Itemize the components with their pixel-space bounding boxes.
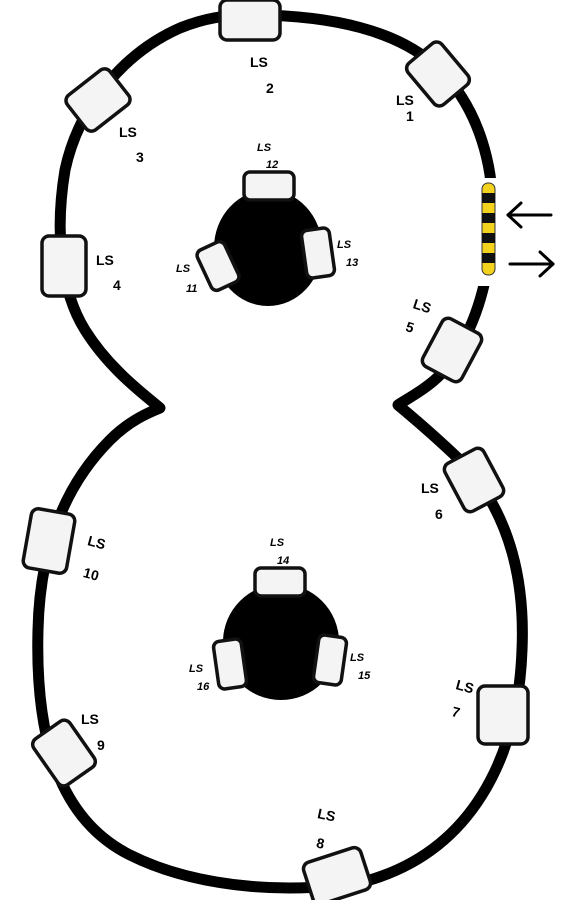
- svg-text:LS: LS: [350, 652, 365, 664]
- sensor-2-box: [218, 0, 282, 42]
- svg-text:10: 10: [82, 564, 101, 584]
- svg-text:15: 15: [358, 670, 371, 682]
- svg-text:1: 1: [406, 108, 414, 124]
- arrow-right-icon: [508, 250, 555, 278]
- svg-text:LS: LS: [421, 480, 439, 496]
- sensor-9-box: [30, 718, 98, 788]
- lower-island: [223, 584, 339, 700]
- sensor-8-label: LS 8: [315, 805, 337, 852]
- sensor-1-label: LS 1: [396, 92, 414, 124]
- arrow-left-icon: [506, 201, 553, 229]
- svg-text:2: 2: [266, 80, 274, 96]
- svg-text:14: 14: [277, 555, 289, 567]
- sensor-2-label: LS 2: [250, 54, 274, 96]
- svg-text:LS: LS: [396, 92, 414, 108]
- sensor-7-label: LS 7: [450, 676, 476, 721]
- sensor-5-box: [420, 316, 484, 384]
- sensor-4-box: [40, 234, 88, 298]
- svg-text:LS: LS: [81, 711, 99, 727]
- sensor-5-label: LS 5: [404, 295, 433, 336]
- sensor-9-label: LS 9: [81, 711, 105, 753]
- sensor-11-label: LS 11: [176, 263, 197, 295]
- svg-text:4: 4: [113, 277, 121, 293]
- svg-text:12: 12: [266, 159, 278, 171]
- svg-text:LS: LS: [454, 676, 475, 696]
- sensor-13-label: LS 13: [337, 239, 358, 269]
- svg-text:LS: LS: [96, 252, 114, 268]
- svg-text:LS: LS: [189, 663, 204, 675]
- svg-text:LS: LS: [119, 124, 137, 140]
- upper-island: [214, 190, 322, 306]
- svg-text:6: 6: [435, 506, 443, 522]
- sensor-4-label: LS 4: [96, 252, 121, 293]
- svg-text:LS: LS: [270, 537, 285, 549]
- svg-text:16: 16: [197, 681, 210, 693]
- sensor-3-label: LS 3: [119, 124, 144, 165]
- sensor-12-box: [242, 170, 296, 202]
- svg-text:LS: LS: [250, 54, 268, 70]
- sensor-10-box: [21, 506, 77, 576]
- sensor-16-label: LS 16: [189, 663, 210, 693]
- svg-text:11: 11: [186, 283, 197, 295]
- svg-text:8: 8: [315, 835, 326, 852]
- svg-text:7: 7: [450, 703, 462, 721]
- figure-eight-track: [32, 9, 528, 894]
- sensor-3-box: [64, 67, 132, 133]
- sensor-6-box: [442, 446, 506, 514]
- sensor-10-label: LS 10: [82, 532, 108, 584]
- svg-text:3: 3: [136, 149, 144, 165]
- barrier-pole: [481, 182, 496, 276]
- svg-text:LS: LS: [86, 532, 107, 552]
- sensor-7-box: [476, 684, 530, 746]
- svg-text:LS: LS: [176, 263, 191, 275]
- svg-text:LS: LS: [337, 239, 352, 251]
- sensor-1-box: [404, 40, 472, 108]
- sensor-14-box: [253, 566, 307, 598]
- svg-text:9: 9: [97, 737, 105, 753]
- sensor-8-box: [301, 845, 373, 900]
- sensor-15-box: [311, 633, 349, 687]
- svg-text:LS: LS: [316, 805, 337, 824]
- sensor-12-label: LS 12: [257, 142, 278, 171]
- svg-text:LS: LS: [257, 142, 272, 154]
- sensor-6-label: LS 6: [421, 480, 443, 522]
- svg-text:13: 13: [346, 257, 358, 269]
- svg-text:5: 5: [404, 318, 417, 336]
- sensor-13-box: [299, 226, 337, 280]
- svg-text:LS: LS: [411, 295, 433, 316]
- sensor-15-label: LS 15: [350, 652, 371, 682]
- sensor-11-box: [195, 239, 241, 293]
- sensor-16-box: [211, 637, 249, 691]
- sensor-14-label: LS 14: [270, 537, 289, 567]
